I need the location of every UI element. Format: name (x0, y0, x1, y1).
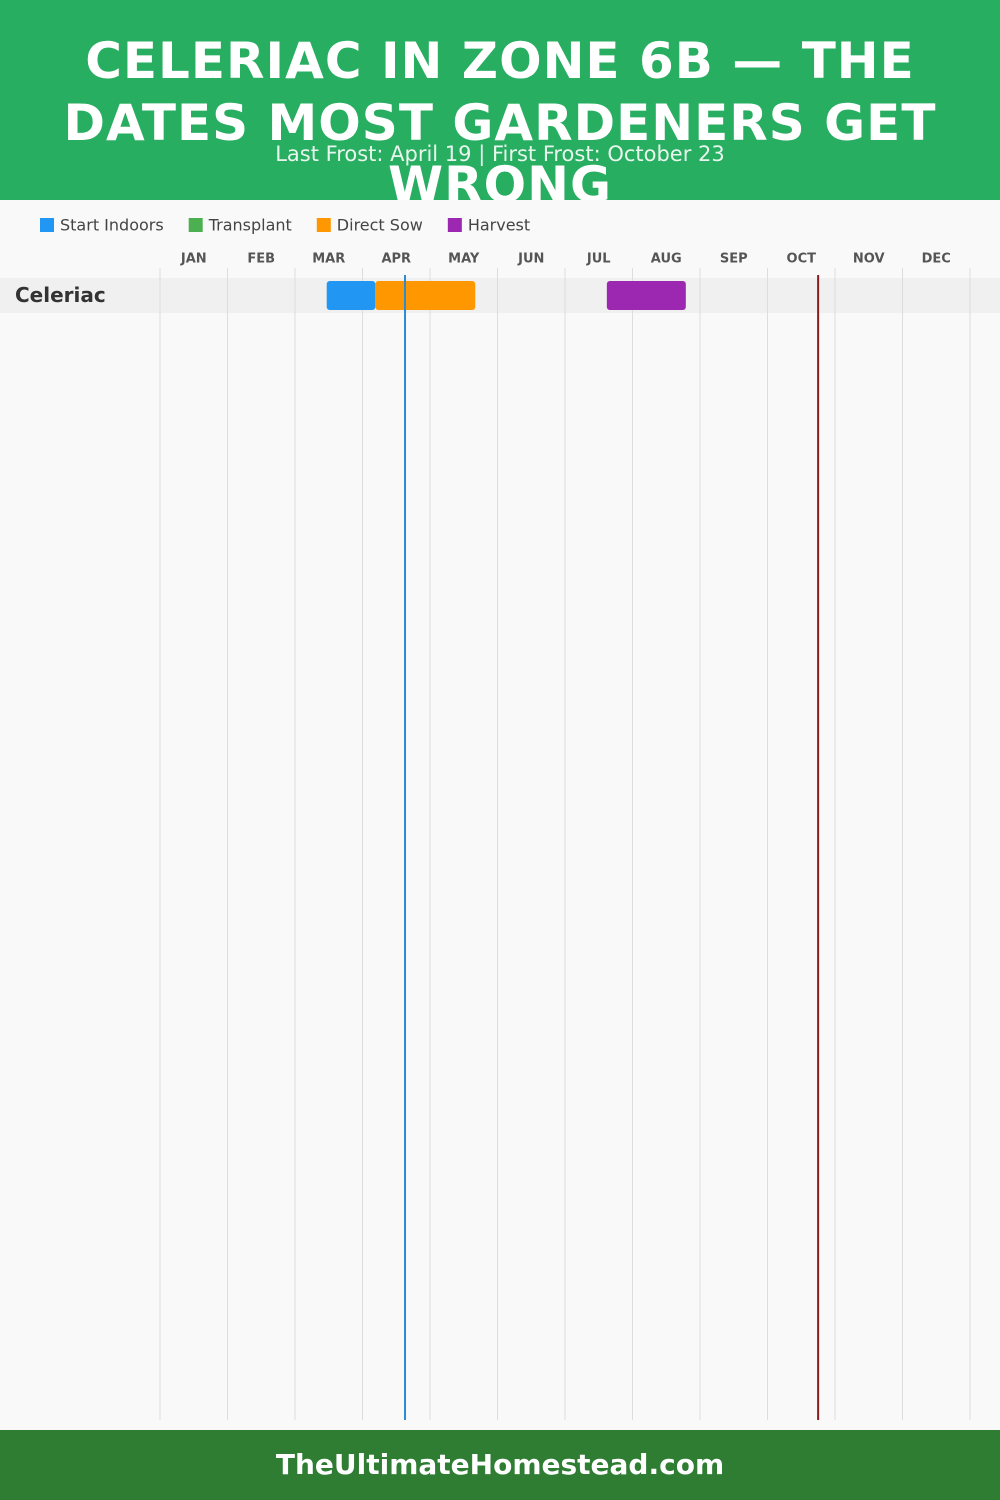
x-tick-label: FEB (247, 252, 275, 267)
x-tick-label: NOV (853, 252, 885, 267)
legend-label: Direct Sow (337, 216, 423, 235)
bar (375, 281, 476, 310)
legend-label: Transplant (208, 216, 292, 235)
legend-swatch (447, 218, 462, 232)
x-tick-label: MAR (312, 252, 345, 267)
row-band (0, 278, 1000, 313)
legend-swatch (316, 218, 331, 232)
subtitle: Last Frost: April 19 | First Frost: Octo… (275, 142, 725, 166)
row-label: Celeriac (15, 283, 106, 307)
title: CELERIAC IN ZONE 6B — THE DATES MOST GAR… (63, 32, 937, 200)
legend-label: Start Indoors (60, 216, 164, 235)
x-tick-label: AUG (651, 252, 682, 267)
x-tick-label: JUL (586, 252, 611, 267)
header: CELERIAC IN ZONE 6B — THE DATES MOST GAR… (0, 0, 1000, 200)
footer: TheUltimateHomestead.com (0, 1430, 1000, 1500)
legend-swatch (188, 218, 203, 232)
x-tick-label: APR (381, 252, 411, 267)
x-tick-label: MAY (448, 252, 480, 267)
legend-label: Harvest (468, 216, 530, 235)
x-tick-label: OCT (787, 252, 817, 267)
bar (326, 281, 376, 310)
x-tick-label: SEP (720, 252, 748, 267)
legend-swatch (40, 218, 54, 232)
chart: Start Indoors Transplant Direct Sow Harvest… (0, 216, 1000, 1420)
x-tick-label: JAN (180, 252, 207, 267)
x-tick-label: JUN (517, 252, 544, 267)
x-tick-label: DEC (922, 252, 951, 267)
bar (606, 281, 686, 310)
